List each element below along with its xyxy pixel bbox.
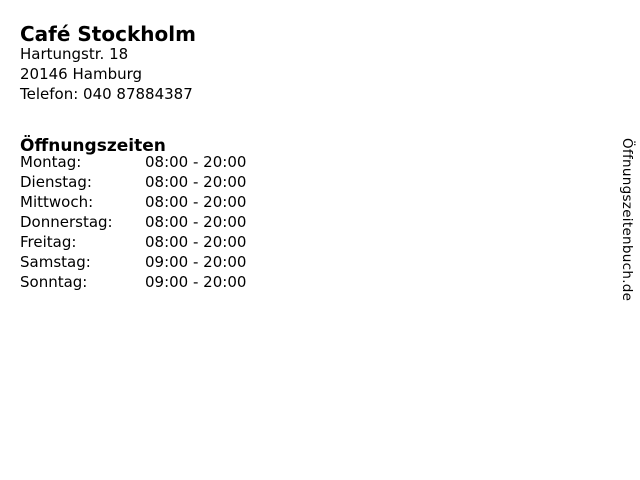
day-label: Montag: (20, 153, 82, 171)
hours-row: Sonntag: 09:00 - 20:00 (20, 272, 246, 292)
time-value: 08:00 - 20:00 (145, 233, 247, 251)
day-label: Samstag: (20, 253, 91, 271)
hours-row: Mittwoch: 08:00 - 20:00 (20, 192, 246, 212)
page-title: Café Stockholm (20, 22, 196, 47)
address-city: 20146 Hamburg (20, 65, 143, 83)
time-value: 08:00 - 20:00 (145, 153, 247, 171)
opening-hours-list: Montag: 08:00 - 20:00 Dienstag: 08:00 - 20:… (20, 152, 246, 292)
hours-row: Freitag: 08:00 - 20:00 (20, 232, 246, 252)
time-value: 08:00 - 20:00 (145, 173, 247, 191)
hours-row: Dienstag: 08:00 - 20:00 (20, 172, 246, 192)
time-value: 09:00 - 20:00 (145, 273, 247, 291)
site-watermark: Öffnungszeitenbuch.de (619, 138, 635, 302)
hours-row: Samstag: 09:00 - 20:00 (20, 252, 246, 272)
time-value: 08:00 - 20:00 (145, 193, 247, 211)
address-street: Hartungstr. 18 (20, 45, 129, 63)
phone-line: Telefon: 040 87884387 (20, 85, 193, 103)
opening-hours-heading: Öffnungszeiten (20, 136, 166, 157)
day-label: Freitag: (20, 233, 77, 251)
hours-row: Donnerstag: 08:00 - 20:00 (20, 212, 246, 232)
time-value: 08:00 - 20:00 (145, 213, 247, 231)
time-value: 09:00 - 20:00 (145, 253, 247, 271)
day-label: Sonntag: (20, 273, 88, 291)
day-label: Mittwoch: (20, 193, 94, 211)
day-label: Donnerstag: (20, 213, 113, 231)
hours-row: Montag: 08:00 - 20:00 (20, 152, 246, 172)
day-label: Dienstag: (20, 173, 92, 191)
address-block: Hartungstr. 18 20146 Hamburg Telefon: 04… (20, 44, 193, 104)
